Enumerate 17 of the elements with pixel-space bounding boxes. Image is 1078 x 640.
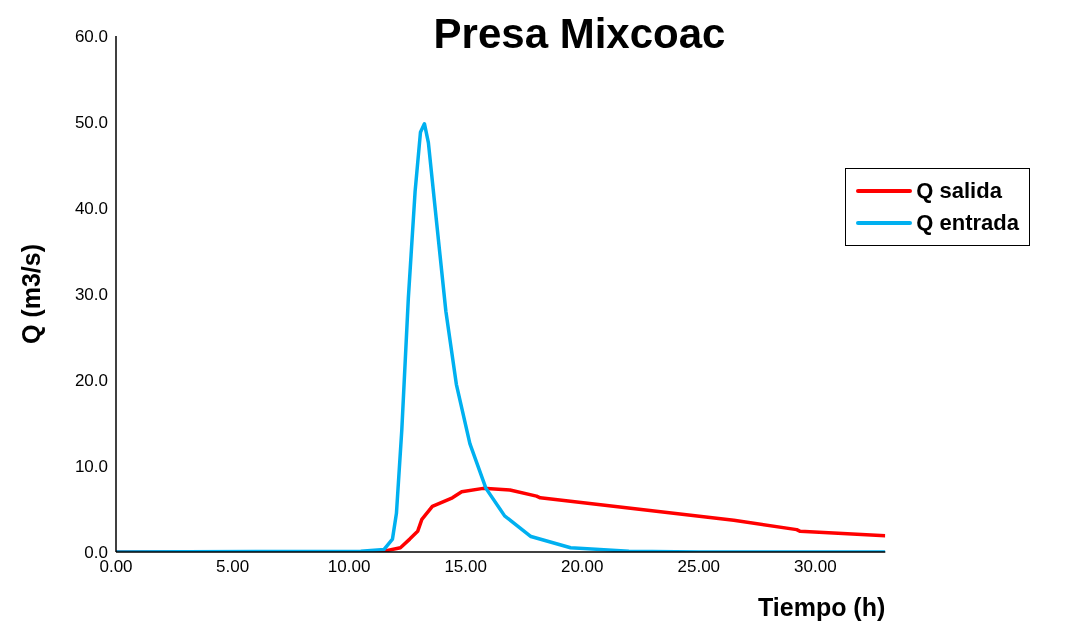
y-tick-label: 40.0 <box>74 199 108 219</box>
x-tick-label: 25.00 <box>677 557 721 577</box>
y-tick-label: 20.0 <box>74 371 108 391</box>
x-tick-label: 5.00 <box>216 557 250 577</box>
x-tick-label: 20.00 <box>560 557 604 577</box>
x-tick-label: 30.00 <box>794 557 837 577</box>
legend-label: Q salida <box>916 178 1002 204</box>
y-tick-label: 30.0 <box>74 285 108 305</box>
x-tick-label: 15.00 <box>444 557 487 577</box>
y-tick-label: 60.0 <box>74 27 108 47</box>
y-tick-label: 50.0 <box>74 113 108 133</box>
y-axis-title: Q (m3/s) <box>16 243 45 345</box>
x-tick-label: 10.00 <box>327 557 371 577</box>
chart-title: Presa Mixcoac <box>433 10 726 57</box>
x-axis-title: Tiempo (h) <box>757 593 886 621</box>
legend-label: Q entrada <box>916 210 1019 236</box>
y-tick-label: 10.0 <box>74 457 108 477</box>
